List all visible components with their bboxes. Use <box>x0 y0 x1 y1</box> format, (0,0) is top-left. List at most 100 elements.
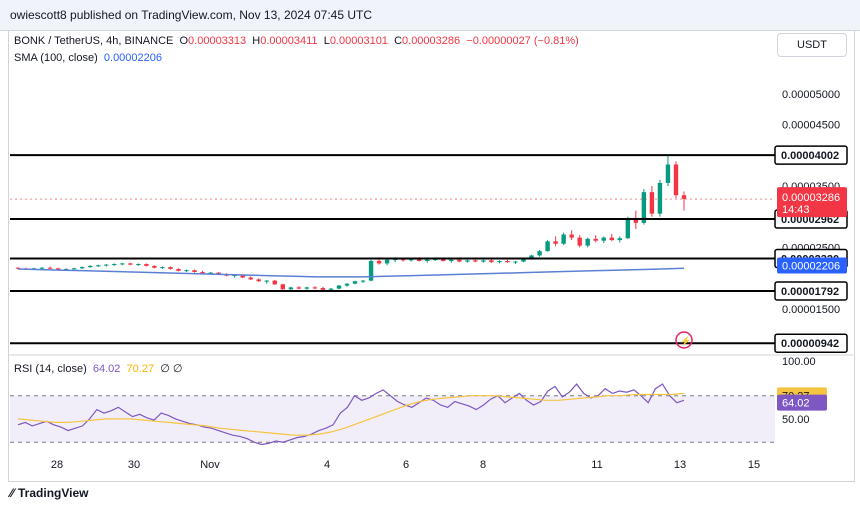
candle-body <box>545 241 550 252</box>
candle-body <box>160 267 165 269</box>
candle-body <box>288 287 294 290</box>
rsi-ma-value: 70.27 <box>126 363 155 375</box>
candle-body <box>296 287 302 289</box>
chart-frame <box>8 30 855 482</box>
candle-body <box>256 279 261 282</box>
candle-body <box>128 263 133 265</box>
candle-body <box>577 237 582 246</box>
candle-body <box>673 164 679 196</box>
candle-body <box>144 264 149 266</box>
candle-body <box>593 238 598 241</box>
candle-body <box>489 260 494 263</box>
low-value: 0.00003101 <box>329 35 388 47</box>
candle-body <box>344 283 350 286</box>
low-label: L <box>323 35 330 47</box>
candle-body <box>376 260 382 264</box>
sma-label: 0.00002206 <box>782 261 840 273</box>
candle-body <box>553 241 558 244</box>
level-label-box <box>774 333 848 353</box>
candle-body <box>55 268 61 270</box>
x-tick-label: 6 <box>403 459 409 471</box>
candle-body <box>585 238 590 246</box>
lightning-icon <box>675 331 693 349</box>
publish-header: owiescott8 published on TradingView.com,… <box>0 0 860 31</box>
publish-info: owiescott8 published on TradingView.com,… <box>10 8 372 22</box>
candle-body <box>505 260 510 263</box>
tv-logo-icon: ⁄⁄ <box>10 486 15 500</box>
y-tick-label: 0.00004500 <box>782 120 840 132</box>
close-label: C <box>394 35 403 47</box>
candle-body <box>336 285 342 289</box>
candle-body <box>449 259 454 261</box>
rsi-tick-label: 100.00 <box>782 356 816 368</box>
symbol-name[interactable]: BONK / TetherUS, 4h, BINANCE <box>14 35 174 47</box>
candle-body <box>200 272 205 274</box>
candle-body <box>537 251 542 256</box>
candle-body <box>208 272 213 274</box>
candle-body <box>112 264 117 266</box>
candle-body <box>400 259 406 261</box>
sma-legend: SMA (100, close) 0.00002206 <box>14 52 162 64</box>
candle-body <box>465 260 470 262</box>
candle-body <box>88 265 93 268</box>
candle-body <box>328 288 334 290</box>
candle-body <box>79 267 85 269</box>
footer-brand: ⁄⁄ TradingView <box>10 486 88 500</box>
candle-body <box>352 281 358 284</box>
rsi-box <box>777 394 827 411</box>
candle-body <box>104 264 109 266</box>
candle-body <box>481 260 486 262</box>
candle-body <box>433 259 438 261</box>
rsi-legend: RSI (14, close) 64.02 70.27 ∅ ∅ <box>14 362 182 375</box>
rsi-tick-label: 50.00 <box>782 414 810 426</box>
candle-body <box>39 267 45 269</box>
currency-button[interactable]: USDT <box>777 33 847 57</box>
level-label-box <box>774 281 848 301</box>
open-value: 0.00003313 <box>188 35 247 47</box>
rsi-value: 64.02 <box>92 363 121 375</box>
countdown-label: 14:43 <box>782 204 810 216</box>
candle-body <box>392 259 398 261</box>
candle-body <box>360 280 366 282</box>
candle-body <box>417 258 422 261</box>
candle-body <box>657 182 663 214</box>
candle-body <box>625 217 631 239</box>
candle-body <box>312 287 318 289</box>
x-tick-label: Nov <box>200 459 220 471</box>
candle-body <box>617 238 623 241</box>
candle-body <box>216 272 221 275</box>
candle-body <box>649 192 655 214</box>
x-tick-label: 30 <box>128 459 140 471</box>
level-label: 0.00001792 <box>781 286 839 298</box>
candle-body <box>633 217 639 223</box>
candle-body <box>47 267 53 269</box>
candle-body <box>192 270 197 273</box>
candle-body <box>120 263 125 265</box>
candle-body <box>457 259 462 262</box>
candle-body <box>248 277 253 280</box>
high-value: 0.00003411 <box>260 35 318 47</box>
candle-body <box>569 234 574 238</box>
close-value: 0.00003286 <box>402 35 461 47</box>
candle-body <box>15 267 21 269</box>
candle-body <box>384 259 390 264</box>
x-tick-label: 13 <box>674 459 686 471</box>
candle-body <box>441 259 446 261</box>
rsi-line <box>17 383 685 446</box>
candle-body <box>136 264 141 266</box>
candle-body <box>320 288 326 290</box>
lightning-glyph: ⚡ <box>680 335 691 347</box>
candle-body <box>425 259 430 261</box>
level-label: 0.00000942 <box>781 338 839 350</box>
sma-label[interactable]: SMA (100, close) <box>14 52 98 64</box>
last-price-box <box>777 187 847 218</box>
sma-line <box>17 267 685 278</box>
x-tick-label: 15 <box>748 459 760 471</box>
candle-body <box>240 275 245 278</box>
level-label: 0.00004002 <box>781 150 839 162</box>
rsi-label[interactable]: RSI (14, close) <box>14 363 87 375</box>
open-label: O <box>179 35 189 47</box>
candle-body <box>601 237 606 241</box>
x-tick-label: 8 <box>480 459 486 471</box>
